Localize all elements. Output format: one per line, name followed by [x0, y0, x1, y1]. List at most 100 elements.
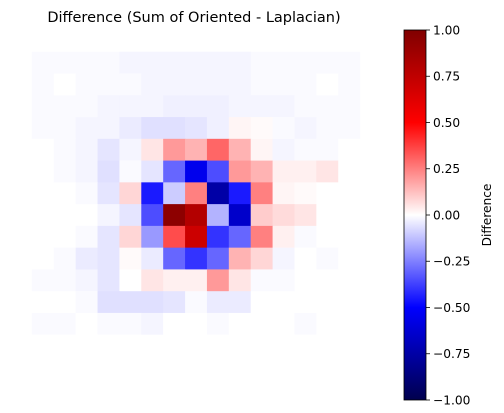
heatmap-cell: [294, 312, 317, 336]
heatmap-cell: [10, 225, 33, 249]
heatmap-cell: [163, 247, 186, 270]
heatmap-cell: [316, 225, 339, 249]
heatmap-cell: [31, 160, 55, 183]
heatmap-cell: [31, 378, 55, 401]
heatmap-cell: [228, 291, 252, 314]
heatmap-cell: [294, 73, 317, 96]
colorbar-tick-label: 0.50: [433, 116, 460, 130]
heatmap-cell: [163, 138, 186, 161]
heatmap-cell: [53, 117, 77, 140]
heatmap-cell: [141, 73, 164, 96]
heatmap-cell: [185, 117, 208, 140]
heatmap-cell: [185, 160, 208, 183]
heatmap-cell: [119, 182, 142, 205]
heatmap-cell: [316, 356, 339, 379]
heatmap-cell: [360, 160, 383, 183]
heatmap-cell: [75, 182, 98, 205]
heatmap-cell: [31, 225, 55, 249]
colorbar-tick-label: 0.00: [433, 208, 460, 222]
heatmap-cell: [119, 117, 142, 140]
heatmap-cell: [206, 30, 230, 53]
heatmap-cell: [97, 269, 120, 292]
heatmap-cell: [31, 73, 55, 96]
heatmap-cell: [338, 291, 361, 314]
heatmap-cell: [10, 204, 33, 227]
heatmap-cell: [10, 247, 33, 270]
heatmap-cell: [53, 138, 77, 161]
heatmap-cell: [316, 138, 339, 161]
heatmap-cell: [272, 334, 295, 357]
heatmap-cell: [360, 378, 383, 401]
heatmap-cell: [163, 204, 186, 227]
heatmap-cell: [206, 334, 230, 357]
heatmap-cell: [75, 312, 98, 336]
heatmap-cell: [185, 30, 208, 53]
heatmap-cell: [360, 182, 383, 205]
heatmap-cell: [75, 160, 98, 183]
heatmap-cell: [97, 73, 120, 96]
heatmap-cell: [228, 378, 252, 401]
heatmap-cell: [294, 247, 317, 270]
heatmap-cell: [250, 378, 273, 401]
heatmap-cell: [141, 312, 164, 336]
heatmap-cell: [185, 312, 208, 336]
heatmap-cell: [163, 30, 186, 53]
heatmap-cell: [31, 95, 55, 118]
heatmap-plot-area: [10, 30, 383, 401]
heatmap-cell: [206, 95, 230, 118]
heatmap-cell: [338, 225, 361, 249]
heatmap-cell: [360, 73, 383, 96]
heatmap-cell: [338, 95, 361, 118]
heatmap-cell: [228, 117, 252, 140]
heatmap-cell: [31, 334, 55, 357]
heatmap-cell: [97, 225, 120, 249]
heatmap-cell: [75, 30, 98, 53]
heatmap-cell: [10, 356, 33, 379]
heatmap-cell: [272, 225, 295, 249]
colorbar-tick-label: −1.00: [433, 393, 470, 407]
heatmap-cell: [250, 225, 273, 249]
heatmap-cell: [338, 356, 361, 379]
heatmap-cell: [272, 30, 295, 53]
heatmap-cell: [272, 51, 295, 74]
colorbar-gradient-bar: [403, 29, 427, 401]
heatmap-cell: [97, 312, 120, 336]
heatmap-cell: [294, 51, 317, 74]
heatmap-cell: [119, 95, 142, 118]
heatmap-cell: [163, 225, 186, 249]
heatmap-cell: [185, 247, 208, 270]
heatmap-cell: [97, 138, 120, 161]
heatmap-cell: [97, 160, 120, 183]
heatmap-cell: [10, 378, 33, 401]
heatmap-cell: [119, 356, 142, 379]
heatmap-cell: [272, 138, 295, 161]
heatmap-cell: [31, 182, 55, 205]
heatmap-cell: [163, 312, 186, 336]
heatmap-cell: [75, 269, 98, 292]
heatmap-cell: [294, 95, 317, 118]
colorbar-tick-label: 1.00: [433, 23, 460, 37]
heatmap-cell: [53, 51, 77, 74]
heatmap-cell: [338, 204, 361, 227]
heatmap-cell: [163, 269, 186, 292]
heatmap-cell: [31, 269, 55, 292]
heatmap-cell: [141, 378, 164, 401]
heatmap-cell: [250, 204, 273, 227]
colorbar-label: Difference: [480, 184, 494, 247]
heatmap-cell: [206, 138, 230, 161]
heatmap-cell: [163, 182, 186, 205]
heatmap-cell: [250, 312, 273, 336]
heatmap-cell: [338, 378, 361, 401]
heatmap-cell: [185, 378, 208, 401]
heatmap-cell: [338, 73, 361, 96]
heatmap-cell: [97, 247, 120, 270]
heatmap-cell: [316, 51, 339, 74]
heatmap-cell: [97, 378, 120, 401]
heatmap-cell: [316, 204, 339, 227]
heatmap-cell: [250, 51, 273, 74]
heatmap-cell: [228, 30, 252, 53]
heatmap-cell: [206, 225, 230, 249]
heatmap-cell: [31, 247, 55, 270]
heatmap-cell: [141, 182, 164, 205]
heatmap-cell: [10, 291, 33, 314]
